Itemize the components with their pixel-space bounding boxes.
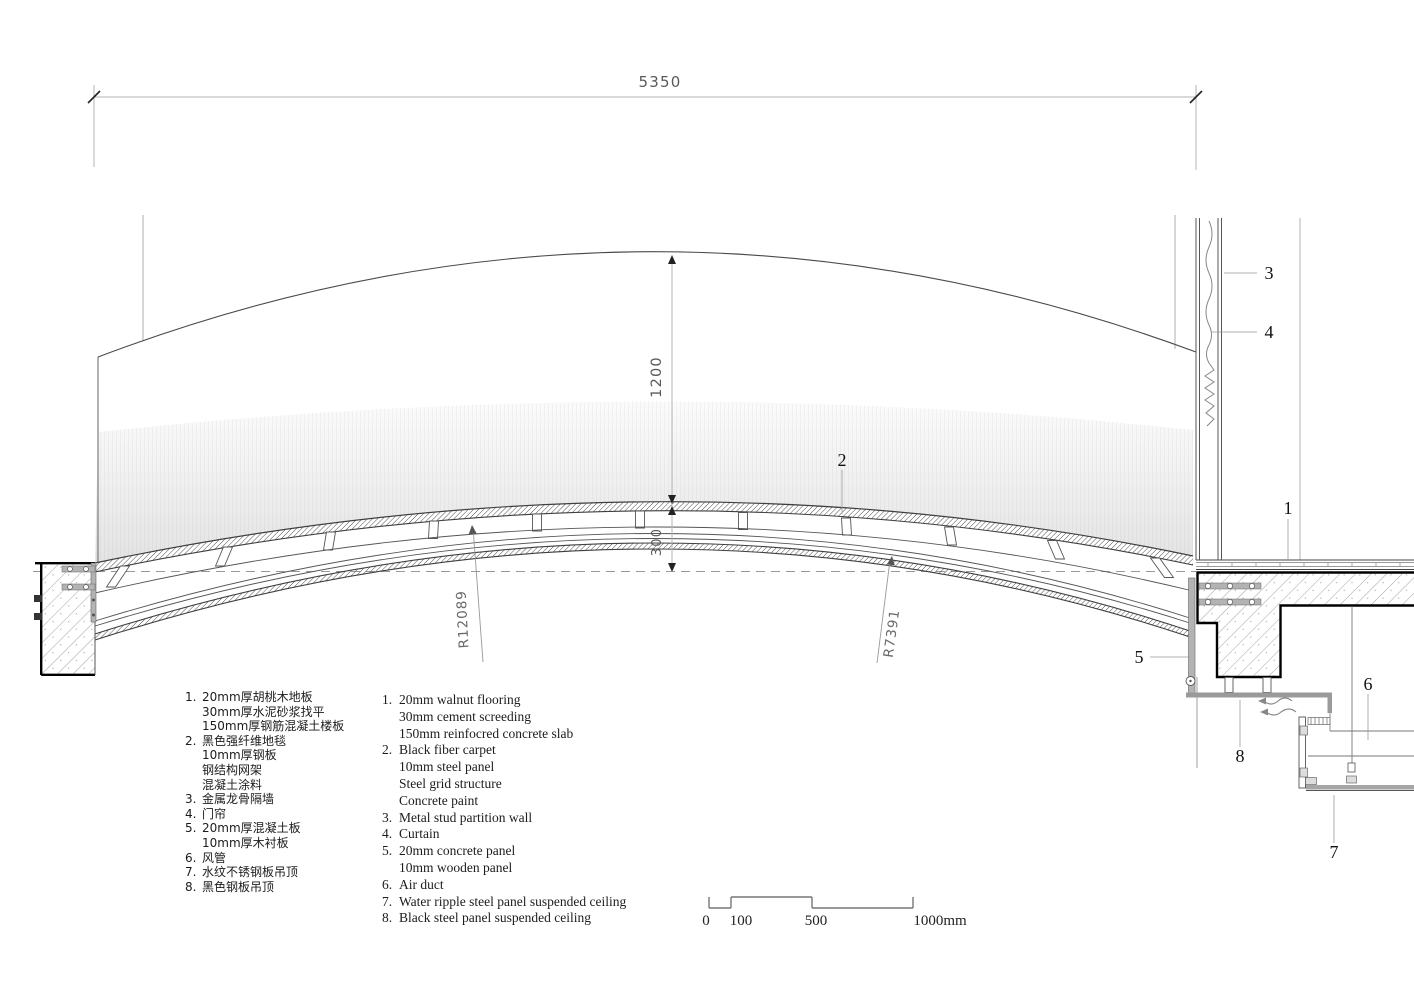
callout-7: 7 <box>1330 842 1339 862</box>
legend-row: 钢结构网架 <box>202 762 263 777</box>
scale-label-1000: 1000mm <box>913 913 967 929</box>
top-arc <box>97 251 1197 358</box>
clip <box>1299 767 1308 778</box>
floor-slab-right <box>1188 559 1414 768</box>
radius-upper-label: R12089 <box>453 590 472 649</box>
mid-chord-arc <box>94 526 1194 594</box>
dim-overall-width-label: 5350 <box>639 73 682 91</box>
legend-row: 150mm厚钢筋混凝土楼板 <box>202 719 345 734</box>
curved-floor-structure <box>94 501 1194 641</box>
clip <box>1299 725 1308 736</box>
callout-5: 5 <box>1135 647 1144 667</box>
embed-plate <box>61 565 96 573</box>
support-block-left <box>34 562 97 676</box>
legend-row: 8. 黑色钢板吊顶 <box>185 879 275 894</box>
legend-row: 30mm cement screeding <box>399 708 531 724</box>
legend-row: 5. 20mm concrete panel <box>382 843 516 859</box>
legend-row: 混凝土涂料 <box>202 777 263 792</box>
scale-label-100: 100 <box>730 913 753 929</box>
legend-row: 5. 20mm厚混凝土板 <box>185 821 301 836</box>
hanger-bracket <box>1347 762 1356 773</box>
black-steel-ceiling-panel <box>1186 692 1332 698</box>
legend-row: 10mm厚木衬板 <box>202 835 289 850</box>
legend-row: 4. Curtain <box>382 826 440 842</box>
embed-plate <box>61 583 96 591</box>
legend-row: 30mm厚水泥砂浆找平 <box>202 704 325 719</box>
legend-row: Steel grid structure <box>399 775 502 791</box>
legend-row: 3. Metal stud partition wall <box>382 809 533 825</box>
dimension-overall-width: 5350 <box>87 73 1203 170</box>
callouts: 1 2 3 4 5 6 7 8 <box>838 263 1373 862</box>
suspended-ceilings <box>1185 606 1414 791</box>
ceiling-hanger <box>1224 677 1234 693</box>
bolt <box>34 613 42 620</box>
curved-wall-elevation-shading <box>95 401 1193 563</box>
floor-finish-layers <box>1196 559 1414 570</box>
legend-row: 10mm steel panel <box>399 759 495 775</box>
callout-6: 6 <box>1364 674 1373 694</box>
legend-row: 3. 金属龙骨隔墙 <box>185 792 275 807</box>
scale-label-500: 500 <box>805 913 828 929</box>
edge-plate <box>90 562 97 623</box>
hanger-foot <box>1346 775 1357 784</box>
water-ripple-ceiling-panel <box>1306 785 1414 790</box>
legend-row: 7. Water ripple steel panel suspended cei… <box>382 893 627 909</box>
callout-4: 4 <box>1265 322 1274 342</box>
scale-bar: 0 100 500 1000mm <box>702 896 967 929</box>
legend-row: 1. 20mm厚胡桃木地板 <box>185 690 313 704</box>
legend-row: 6. 风管 <box>185 850 227 865</box>
dim-panel-thickness-label: 300 <box>650 528 665 556</box>
bolt <box>34 595 42 602</box>
legend-chinese: 1. 20mm厚胡桃木地板 30mm厚水泥砂浆找平 150mm厚钢筋混凝土楼板 2… <box>185 690 375 894</box>
bottom-chord-arc-1 <box>94 533 1194 622</box>
ceiling-hanger <box>1262 677 1272 693</box>
curtain-squiggle <box>1204 220 1215 427</box>
ceiling-channel <box>1298 716 1306 789</box>
radius-lower-label: R7391 <box>881 608 904 659</box>
legend-row: 10mm厚钢板 <box>202 748 277 763</box>
legend-row: 2. 黑色强纤维地毯 <box>185 733 287 748</box>
bottom-chord-arc-2 <box>94 538 1194 627</box>
legend-row: 4. 门帘 <box>185 806 227 821</box>
callout-3: 3 <box>1265 263 1274 283</box>
legend-row: 2. Black fiber carpet <box>382 742 496 758</box>
legend-row: 7. 水纹不锈钢板吊顶 <box>185 865 299 880</box>
callout-1: 1 <box>1284 498 1293 518</box>
legend-row: Concrete paint <box>399 792 479 808</box>
legend-row: 10mm wooden panel <box>399 859 513 875</box>
scale-label-0: 0 <box>702 913 710 929</box>
dim-arch-rise-label: 1200 <box>649 356 665 398</box>
legend-row: 6. Air duct <box>382 876 444 892</box>
radius-labels: R12089 R7391 <box>453 525 904 664</box>
clip <box>1305 777 1317 785</box>
steel-grid-ribs <box>105 510 1175 588</box>
legend-row: 150mm reinfocred concrete slab <box>399 725 574 741</box>
airflow-arrows <box>1263 697 1297 716</box>
reference-lines <box>33 215 1301 572</box>
dimension-vertical: 1200 300 <box>649 255 676 572</box>
callout-8: 8 <box>1236 746 1245 766</box>
legend-english: 1. 20mm walnut flooring 30mm cement scree… <box>382 692 652 927</box>
legend-row: 8. Black steel panel suspended ceiling <box>382 910 591 926</box>
partition-wall-section <box>1195 218 1222 560</box>
top-plate-hatch <box>95 501 1193 572</box>
legend-row: 1. 20mm walnut flooring <box>382 692 521 707</box>
callout-2: 2 <box>838 450 847 470</box>
